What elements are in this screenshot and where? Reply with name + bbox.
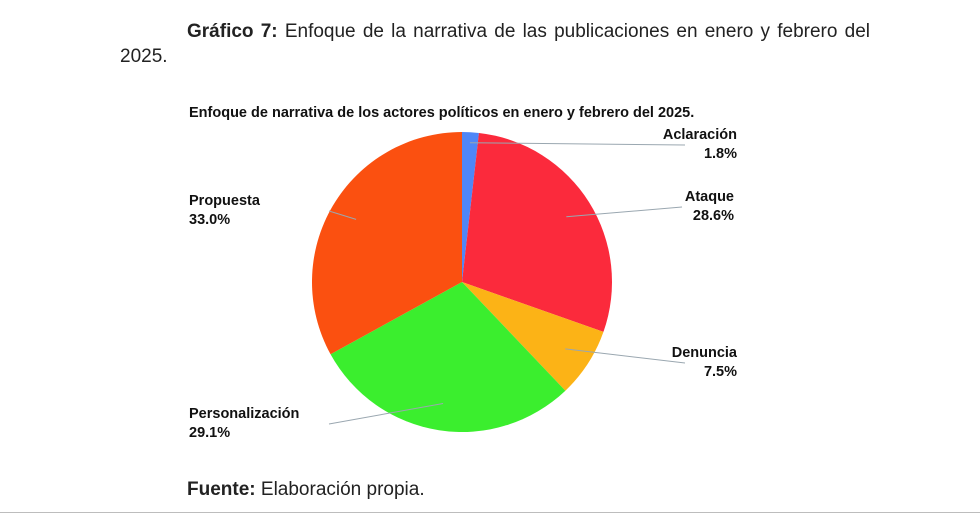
bottom-divider [0,512,980,513]
slice-label-denuncia: Denuncia [672,345,738,361]
source-note: Fuente: Elaboración propia. [187,479,425,501]
slice-label-propuesta: Propuesta [189,193,261,209]
leader-line-personalización [328,403,444,425]
pie-slice-personalización [330,282,566,433]
figure-caption-text: Enfoque de la narrativa de las publicaci… [120,21,870,67]
leader-line-aclaración [469,142,686,146]
slice-value-aclaración: 1.8% [704,146,737,162]
slice-value-denuncia: 7.5% [704,364,737,380]
pie-slice-denuncia [462,282,604,391]
pie-slices [311,132,612,433]
slice-value-propuesta: 33.0% [189,212,230,228]
slice-value-ataque: 28.6% [693,208,734,224]
chart-title: Enfoque de narrativa de los actores polí… [189,105,694,121]
leader-lines [328,142,686,425]
source-label: Fuente: [187,479,256,500]
slice-labels: Aclaración 1.8% Ataque 28.6% Denuncia 7.5% Per… [189,127,738,441]
slice-value-personalización: 29.1% [189,425,230,441]
slice-label-ataque: Ataque [685,189,734,205]
figure-caption-label: Gráfico 7: [187,21,278,42]
slice-label-aclaración: Aclaración [663,127,737,143]
pie-slice-aclaración [462,132,479,282]
leader-line-denuncia [565,348,686,364]
leader-line-ataque [566,206,683,218]
leader-line-propuesta [328,210,357,220]
pie-slice-propuesta [311,132,462,355]
pie-slice-ataque [462,132,612,332]
source-text: Elaboración propia. [260,479,425,500]
slice-label-personalización: Personalización [189,406,299,422]
figure-caption: Gráfico 7: Enfoque de la narrativa de la… [120,19,870,69]
